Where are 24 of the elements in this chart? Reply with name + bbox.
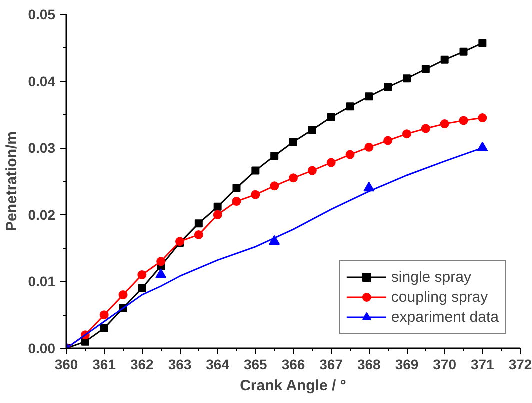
y-tick-label: 0.05 — [28, 6, 56, 22]
x-tick-label: 372 — [508, 356, 532, 372]
y-tick-label: 0.01 — [28, 274, 56, 290]
x-tick-label: 361 — [92, 356, 116, 372]
x-axis-title: Crank Angle / ° — [240, 378, 346, 394]
x-tick-label: 368 — [357, 356, 382, 372]
y-tick-label: 0.00 — [28, 340, 56, 356]
x-tick-label: 360 — [54, 356, 78, 372]
legend-label: coupling spray — [391, 288, 488, 306]
x-tick-label: 363 — [168, 356, 192, 372]
legend-label: single spray — [391, 268, 472, 286]
x-tick-label: 366 — [282, 356, 306, 372]
x-tick-label: 371 — [470, 356, 495, 372]
x-tick-label: 369 — [395, 356, 419, 372]
x-tick-label: 365 — [244, 356, 268, 372]
x-tick-label: 362 — [130, 356, 154, 372]
x-tick-label: 370 — [433, 356, 457, 372]
x-tick-label: 364 — [206, 356, 230, 372]
y-tick-label: 0.02 — [28, 206, 56, 223]
y-tick-label: 0.04 — [28, 73, 56, 90]
legend-label: expariment data — [391, 308, 499, 326]
y-tick-label: 0.03 — [28, 140, 56, 156]
x-tick-label: 367 — [320, 356, 344, 372]
y-axis-title: Penetration/m — [3, 131, 20, 232]
